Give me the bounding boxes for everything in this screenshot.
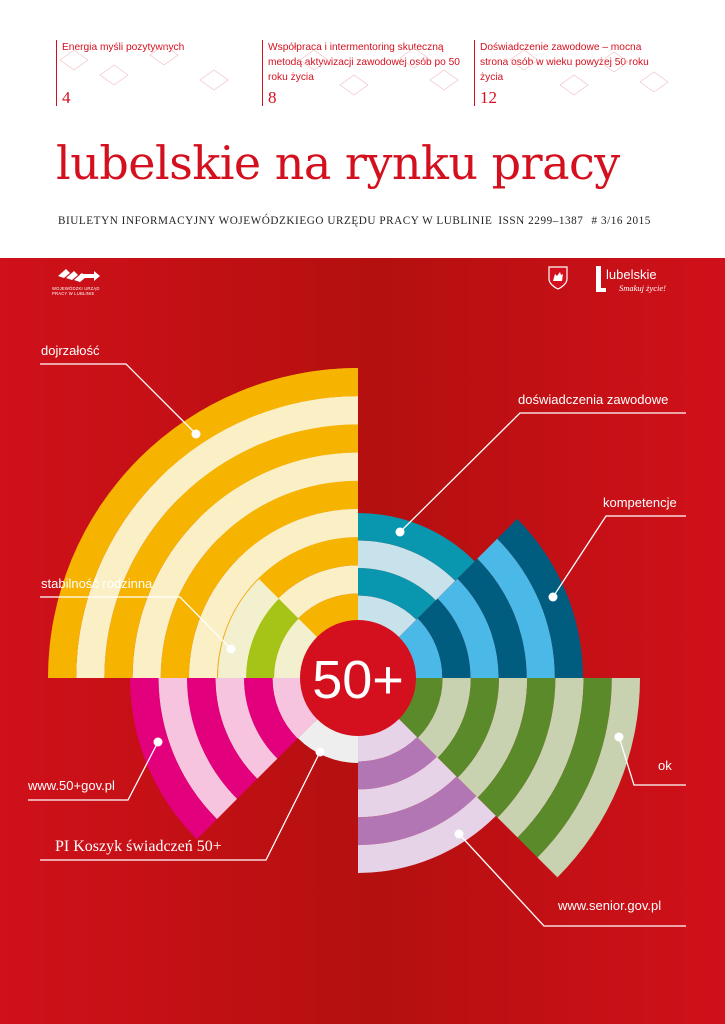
doswiadczenia-leader-dot — [395, 527, 405, 537]
header-pattern-mark — [599, 51, 629, 73]
senior-leader-line — [458, 833, 686, 927]
lubelskie-brand-logo-icon — [596, 266, 606, 292]
kompetencje-sector-band — [457, 558, 527, 678]
header-pattern-mark — [59, 49, 89, 71]
issn: ISSN 2299–1387 — [498, 215, 584, 227]
stabilnosc-label: stabilność rodzinna — [41, 576, 153, 591]
kompetencje-sector-band — [497, 518, 583, 678]
subtitle-line: BIULETYN INFORMACYJNY WOJEWÓDZKIEGO URZĘ… — [58, 215, 651, 227]
coat-of-arms-icon — [548, 266, 568, 290]
stabilnosc-sector-band — [274, 618, 319, 678]
ok-sector-band — [477, 678, 556, 818]
doswiadczenia-leader-line — [399, 412, 686, 533]
ok-leader-line — [618, 736, 686, 786]
dojrzalosc-band — [238, 508, 358, 579]
toc-page-2: 8 — [268, 88, 277, 107]
header-pattern-mark — [399, 47, 429, 69]
header-pattern-mark — [509, 49, 539, 71]
www50-sector-band — [187, 678, 258, 799]
doswiadczenia-sector-band — [358, 595, 417, 640]
dojrzalosc-band — [198, 452, 358, 539]
ok-sector-band — [457, 678, 528, 798]
issue-number: # 3/16 2015 — [591, 215, 651, 227]
center-badge-text: 50+ — [312, 650, 404, 710]
dojrzalosc-band — [138, 368, 358, 479]
ok-label: ok — [658, 758, 672, 773]
header-pattern-mark — [99, 64, 129, 86]
kompetencje-leader-dot — [548, 592, 558, 602]
stabilnosc-leader-line — [40, 596, 232, 650]
header-pattern-mark — [429, 69, 459, 91]
wup-logo-icon — [58, 269, 100, 282]
www50-sector-band — [272, 678, 318, 739]
header-pattern-mark — [299, 49, 329, 71]
senior-sector-band — [358, 717, 418, 762]
dojrzalosc-leader-line — [40, 363, 197, 435]
koszyk-leader-dot — [315, 747, 325, 757]
senior-leader-dot — [454, 829, 464, 839]
header-pattern-mark — [639, 71, 669, 93]
masthead-title: lubelskie na rynku pracy — [56, 136, 620, 190]
header-area: Energia myśli pozytywnych 4 Współpraca i… — [0, 0, 725, 258]
header-pattern-mark — [149, 44, 179, 66]
stabilnosc-sector-band — [218, 579, 279, 678]
dojrzalosc-label: dojrzałość — [41, 343, 100, 358]
ok-leader-dot — [614, 732, 624, 742]
header-pattern-mark — [199, 69, 229, 91]
www50-leader-dot — [153, 737, 163, 747]
header-pattern-mark — [339, 74, 369, 96]
ok-sector-band — [497, 678, 584, 838]
ok-sector-band — [437, 678, 499, 778]
stabilnosc-leader-dot — [226, 644, 236, 654]
dojrzalosc-band — [178, 424, 358, 519]
ok-sector-band — [517, 678, 612, 858]
kompetencje-sector-band — [397, 618, 443, 678]
www50-sector-band — [158, 678, 238, 820]
header-pattern-mark — [559, 74, 589, 96]
subtitle-text: BIULETYN INFORMACYJNY WOJEWÓDZKIEGO URZĘ… — [58, 215, 493, 227]
brand-name: lubelskie — [606, 267, 657, 282]
toc-page-3: 12 — [480, 88, 497, 107]
www50-sector-band — [215, 678, 278, 779]
stabilnosc-sector-band — [246, 598, 299, 678]
ok-sector-band — [397, 678, 443, 738]
www50-sector-band — [130, 678, 217, 840]
senior-label[interactable]: www.senior.gov.pl — [558, 898, 662, 913]
dojrzalosc-leader-dot — [191, 429, 201, 439]
toc-title-2: Współpraca i intermentoring skuteczną me… — [268, 42, 460, 83]
brand-tagline: Smakuj życie! — [619, 283, 666, 293]
wup-logo-text: WOJEWÓDZKI URZĄD PRACY W LUBLINIE — [52, 286, 100, 296]
kompetencje-leader-line — [552, 515, 686, 598]
doswiadczenia-sector-band — [358, 513, 475, 581]
ok-sector-band — [537, 678, 640, 878]
senior-sector-band — [358, 796, 496, 873]
toc-title-1: Energia myśli pozytywnych — [62, 42, 185, 53]
senior-sector-band — [358, 756, 457, 818]
center-badge-circle — [300, 620, 416, 736]
doswiadczenia-label: doświadczenia zawodowe — [518, 392, 669, 407]
kompetencje-sector-band — [417, 598, 471, 678]
doswiadczenia-sector-band — [358, 540, 456, 601]
ok-sector-band — [417, 678, 471, 758]
dojrzalosc-band — [158, 396, 358, 499]
kompetencje-label: kompetencje — [603, 495, 677, 510]
dojrzalosc-band — [218, 480, 358, 559]
senior-sector-band — [358, 737, 437, 790]
doswiadczenia-sector-band — [358, 568, 436, 620]
toc-page-1: 4 — [62, 88, 71, 107]
kompetencje-sector-band — [477, 538, 555, 678]
toc-item-1[interactable]: Energia myśli pozytywnych 4 — [56, 40, 247, 106]
toc-item-3[interactable]: Doświadczenie zawodowe – mocna strona os… — [474, 40, 665, 106]
toc-item-2[interactable]: Współpraca i intermentoring skuteczną me… — [262, 40, 463, 106]
koszyk-leader-line — [40, 751, 321, 861]
www50-leader-line — [28, 741, 159, 801]
senior-sector-band — [358, 776, 477, 846]
koszyk-label: PI Koszyk świadczeń 50+ — [55, 838, 222, 855]
toc-title-3: Doświadczenie zawodowe – mocna strona os… — [480, 42, 649, 83]
kompetencje-sector-band — [437, 578, 499, 678]
www50-sector-band — [244, 678, 298, 759]
www50-label[interactable]: www.50+gov.pl — [28, 778, 115, 793]
